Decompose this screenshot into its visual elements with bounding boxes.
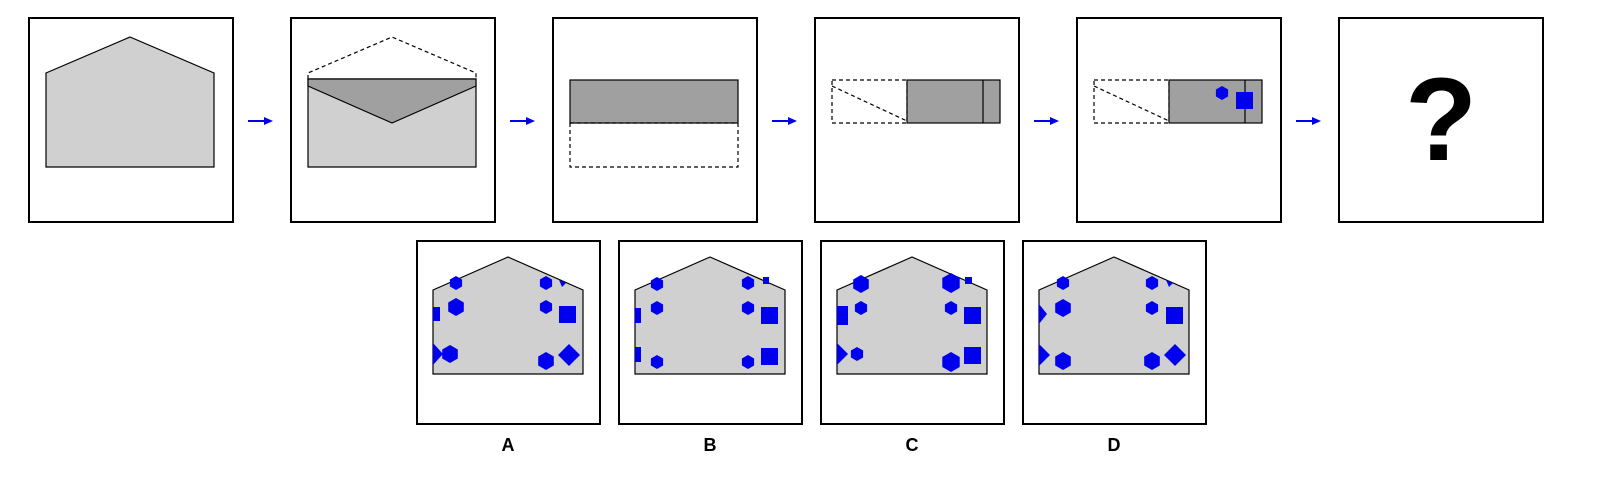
folded-flap [307,78,477,124]
arrow-4 [1034,117,1059,125]
option-label: B [704,435,717,455]
option-label: C [906,435,919,455]
arrow-3 [772,117,797,125]
step-1-flat-paper [28,17,234,223]
step-4-fold-left-to-right [814,17,1020,223]
option-label: D [1108,435,1121,455]
holes [433,276,580,370]
option-c[interactable]: C [820,240,1005,455]
step-2-fold-top-flap [290,17,496,223]
original-outline [1093,79,1170,124]
original-outline [831,79,908,124]
holes [1039,276,1186,370]
step-6-unknown: ? [1338,17,1544,223]
option-a[interactable]: A [416,240,601,455]
question-mark: ? [1405,54,1477,186]
original-outline [307,36,477,79]
arrow-2 [510,117,535,125]
option-b[interactable]: B [618,240,803,455]
square-hole [1236,92,1253,109]
frame [1338,17,1544,223]
holes [837,273,981,372]
option-d[interactable]: D [1022,240,1207,455]
folded-strip [569,79,739,124]
arrow-1 [248,117,273,125]
original-outline [569,122,739,168]
holes [635,276,778,369]
step-3-fold-bottom-up [552,17,758,223]
arrow-5 [1296,117,1321,125]
step-5-punch-holes [1076,17,1282,223]
folded-block [906,79,1001,124]
option-label: A [502,435,515,455]
paper [45,36,215,168]
